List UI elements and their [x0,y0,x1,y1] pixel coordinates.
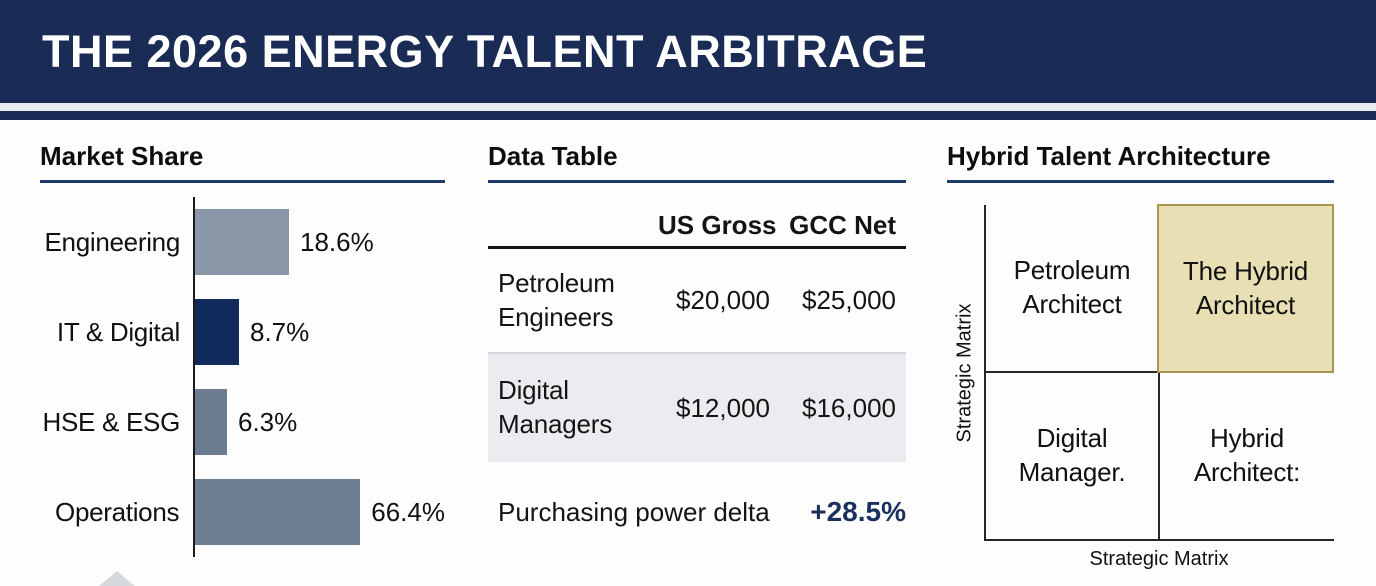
bar [195,389,227,455]
bar-chart-row: HSE & ESG 6.3% [40,377,445,467]
bar-category-label: Operations [55,496,180,527]
bar-category-label: Engineering [44,226,181,257]
quadrant-label: Petroleum Architect [1013,255,1131,319]
table-header-rule [488,246,906,249]
table-header-row: US Gross GCC Net [488,210,906,241]
bar-chart-row: IT & Digital 8.7% [40,287,445,377]
bar-chart-axis-line [193,197,195,557]
bar-value-label: 66.4% [371,496,445,527]
bar-category-label: IT & Digital [56,316,180,347]
table-body: Petroleum Engineers $20,000 $25,000 Digital… [488,249,906,462]
table-footer-row: Purchasing power delta +28.5% [488,492,906,532]
bar [195,209,289,275]
table-row: Digital Managers $12,000 $16,000 [488,352,906,462]
table-cell-us-gross: $12,000 [676,392,770,423]
matrix-title: Hybrid Talent Architecture [947,141,1271,171]
quadrant-the-hybrid-architect: The Hybrid Architect [1157,204,1334,373]
quadrant-label: The Hybrid Architect [1182,255,1309,320]
matrix-y-axis-line [984,205,986,541]
bar-chart-row: Engineering 18.6% [40,197,445,287]
bar [195,299,239,365]
decorative-triangle [98,571,136,586]
matrix-title-rule [947,180,1334,183]
table-row-label: Digital Managers [498,375,613,439]
market-share-bar-chart: Engineering 18.6% IT & Digital 8.7% HSE & ES… [40,197,445,557]
data-table-title: Data Table [488,141,618,171]
purchasing-power-delta-value: +28.5% [810,496,906,527]
quadrant-hybrid-architect: Hybrid Architect: [1160,373,1334,539]
table-row-label: Petroleum Engineers [498,267,615,332]
table-row: Petroleum Engineers $20,000 $25,000 [488,249,906,352]
quadrant-petroleum-architect: Petroleum Architect [986,205,1158,371]
matrix-vertical-divider [1158,372,1160,541]
bar-value-label: 8.7% [250,316,310,347]
table-header-gcc-net: GCC Net [789,210,896,240]
table-header-spacer [488,210,658,241]
table-header-us-gross: US Gross [658,210,777,240]
data-table-panel: Data Table US Gross GCC Net Petroleum En… [488,0,906,586]
page-title: THE 2026 ENERGY TALENT ARBITRAGE [42,25,928,77]
table-cell-us-gross: $20,000 [676,285,770,315]
bar-category-label: HSE & ESG [42,406,181,437]
matrix-panel: Hybrid Talent Architecture Petroleum Arc… [947,0,1337,586]
market-share-panel: Market Share Engineering 18.6% IT & Digita… [40,0,445,586]
table-cell-gcc-net: $16,000 [802,392,896,423]
quadrant-label: Digital Manager. [1018,423,1126,487]
bar-value-label: 6.3% [238,406,298,437]
market-share-title: Market Share [40,141,204,171]
bar [194,479,361,545]
table-cell-gcc-net: $25,000 [802,285,896,315]
market-share-title-rule [40,180,445,183]
matrix-y-axis-label: Strategic Matrix [953,303,976,443]
matrix-x-axis-label: Strategic Matrix [1089,548,1229,570]
header-band: THE 2026 ENERGY TALENT ARBITRAGE [0,0,1376,103]
strategic-matrix-plot: Petroleum Architect The Hybrid Architect… [947,204,1337,541]
quadrant-label: Hybrid Architect: [1193,423,1301,487]
quadrant-digital-manager: Digital Manager. [986,373,1158,539]
bar-chart-row: Operations 66.4% [40,467,445,557]
header-divider-navy [0,111,1376,120]
data-table-title-rule [488,180,906,183]
bar-chart-rows: Engineering 18.6% IT & Digital 8.7% HSE & ES… [40,197,445,557]
header-divider-light [0,103,1376,111]
bar-value-label: 18.6% [300,226,374,257]
purchasing-power-delta-label: Purchasing power delta [498,496,770,527]
